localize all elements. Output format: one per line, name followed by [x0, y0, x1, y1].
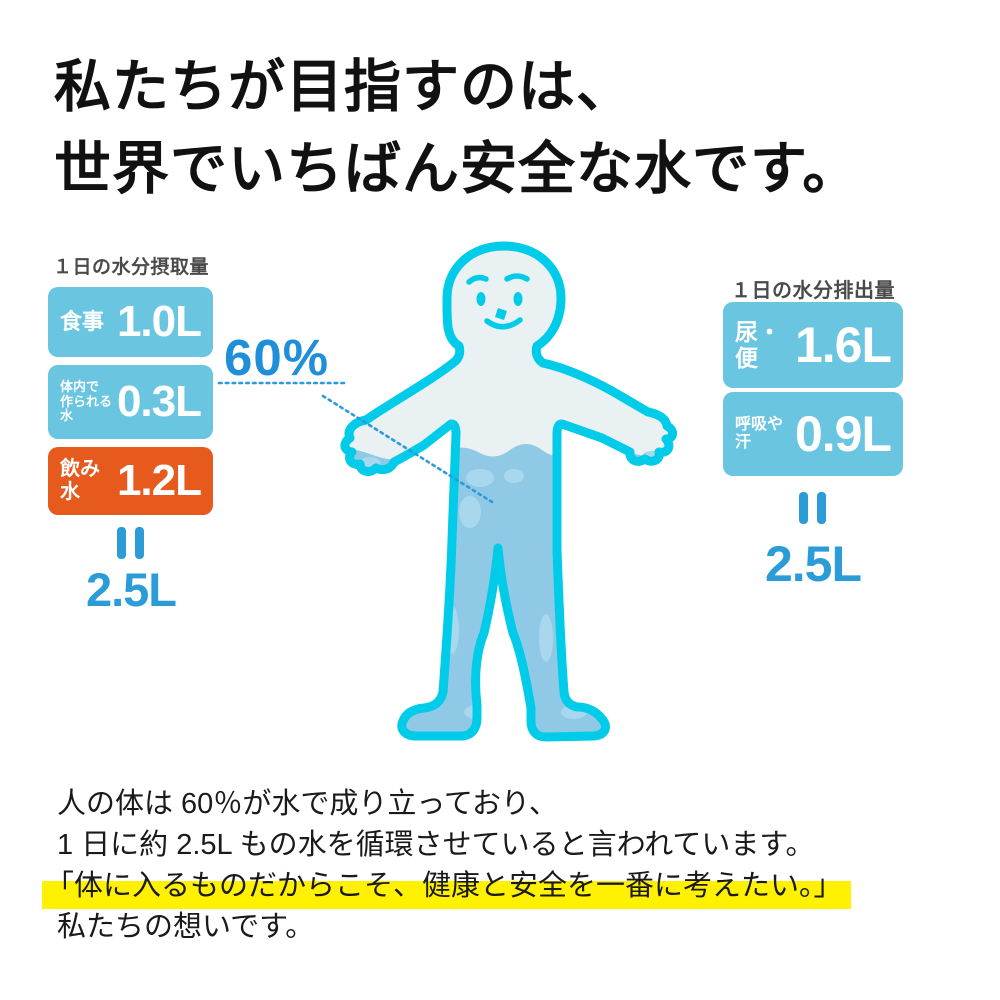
smile-mouth: [484, 317, 523, 330]
intake-panel-header: １日の水分摂取量: [52, 257, 209, 278]
output-item-breath-sweat: 呼吸や汗 0.9L: [723, 392, 903, 476]
nose: [495, 308, 507, 320]
description-line4: 私たちの想いです。: [57, 911, 315, 943]
description-line3-highlighted: 「体に入るものだからこそ、健康と安全を一番に考えたい。」: [42, 866, 851, 909]
output-item-urine-value: 1.6L: [794, 317, 892, 373]
human-water-figure: [330, 240, 690, 780]
intake-item-metabolic-water: 体内で 作られる水 0.3L: [48, 365, 213, 439]
output-item-urine-label: 尿・便: [735, 318, 781, 371]
intake-item-drinking-water: 飲み水 1.2L: [48, 447, 213, 515]
equals-icon: [117, 527, 144, 559]
dotted-connector-lines: [217, 381, 494, 504]
right-eye: [513, 292, 523, 306]
intake-item-meals: 食事 1.0L: [48, 287, 213, 357]
page-title-line2: 世界でいちばん安全な水です。: [54, 137, 861, 201]
output-item-breath-sweat-label: 呼吸や汗: [735, 415, 784, 451]
intake-item-metabolic-water-label: 体内で 作られる水: [60, 378, 113, 424]
figure-face: [466, 273, 530, 330]
intake-item-metabolic-water-value: 0.3L: [116, 377, 202, 426]
output-total: 2.5L: [764, 536, 862, 592]
intake-item-drinking-water-label: 飲み水: [60, 458, 100, 503]
left-eyebrow: [466, 274, 489, 285]
intake-total: 2.5L: [85, 563, 177, 616]
equals-icon: [799, 492, 826, 524]
water-percent-label: 60%: [224, 329, 330, 386]
description-line1: 人の体は 60％が水で成り立っており、: [57, 788, 558, 820]
output-item-urine: 尿・便 1.6L: [723, 302, 903, 388]
description-line2: 1 日に約 2.5L もの水を循環させていると言われています。: [57, 829, 815, 861]
left-eye: [476, 292, 486, 306]
description-text: 人の体は 60％が水で成り立っており、 1 日に約 2.5L もの水を循環させて…: [42, 784, 851, 948]
intake-item-meals-value: 1.0L: [116, 297, 202, 346]
page-title-line1: 私たちが目指すのは、: [54, 55, 634, 119]
intake-item-meals-label: 食事: [60, 309, 105, 335]
intake-item-drinking-water-value: 1.2L: [116, 456, 202, 505]
output-panel-header: １日の水分排出量: [731, 280, 895, 302]
right-eyebrow: [504, 273, 530, 282]
output-item-breath-sweat-value: 0.9L: [794, 406, 892, 462]
page-title: 私たちが目指すのは、 世界でいちばん安全な水です。: [54, 46, 860, 210]
dotted-diagonal-line: [321, 394, 494, 504]
